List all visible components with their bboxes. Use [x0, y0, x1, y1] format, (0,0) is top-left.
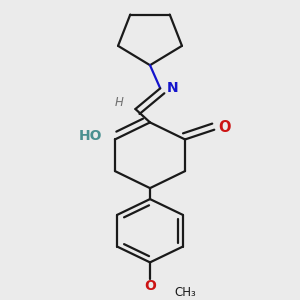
Text: N: N [167, 81, 178, 95]
Text: O: O [218, 120, 231, 135]
Text: CH₃: CH₃ [175, 286, 196, 299]
Text: O: O [144, 278, 156, 292]
Text: H: H [115, 96, 124, 110]
Text: HO: HO [78, 129, 102, 143]
